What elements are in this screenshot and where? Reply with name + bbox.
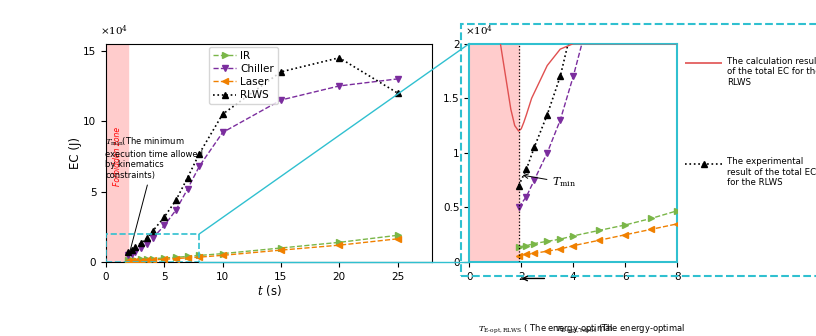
IR	[131, 258, 140, 262]
Text: Forbidden zone: Forbidden zone	[113, 127, 122, 186]
Bar	[469, 44, 519, 262]
Laser	[171, 257, 181, 261]
RLWS	[126, 248, 136, 252]
Line: Chiller: Chiller	[126, 76, 401, 258]
RLWS	[171, 198, 181, 202]
Chiller	[148, 236, 157, 240]
Line: RLWS: RLWS	[126, 55, 401, 255]
Text: $\times 10^4$: $\times 10^4$	[100, 24, 128, 38]
Text: The experimental
result of the total EC
for the RLWS: The experimental result of the total EC …	[727, 157, 816, 187]
Laser	[136, 259, 146, 263]
Laser	[335, 243, 344, 247]
RLWS	[148, 229, 157, 233]
RLWS	[183, 175, 193, 179]
IR	[126, 258, 136, 262]
Chiller	[392, 77, 402, 81]
RLWS	[335, 56, 344, 60]
X-axis label: $t$ (s): $t$ (s)	[257, 283, 282, 298]
Chiller	[171, 208, 181, 212]
Text: $T_{\rm min}$(The minimum
execution time allowed
by kinematics
constraints): $T_{\rm min}$(The minimum execution time…	[105, 136, 203, 254]
Chiller	[276, 98, 286, 102]
IR	[183, 254, 193, 258]
Line: IR: IR	[126, 233, 401, 263]
RLWS	[159, 215, 169, 219]
Text: $T_{\rm E\text{-}opt, robot}$ (The energy-optimal
time of the robot): $T_{\rm E\text{-}opt, robot}$ (The energ…	[556, 323, 685, 336]
Chiller	[183, 187, 193, 191]
IR	[218, 252, 228, 256]
Chiller	[159, 223, 169, 227]
Laser	[218, 253, 228, 257]
Laser	[276, 248, 286, 252]
Laser	[142, 258, 152, 262]
Chiller	[335, 84, 344, 88]
IR	[335, 240, 344, 244]
IR	[276, 246, 286, 250]
Chiller	[136, 246, 146, 250]
IR	[392, 233, 402, 237]
Laser	[131, 259, 140, 263]
IR	[123, 258, 133, 262]
IR	[171, 255, 181, 259]
Chiller	[123, 253, 133, 257]
Laser	[148, 258, 157, 262]
Chiller	[218, 130, 228, 134]
IR	[159, 256, 169, 260]
RLWS	[142, 236, 152, 240]
RLWS	[218, 112, 228, 116]
RLWS	[392, 91, 402, 95]
RLWS	[136, 241, 146, 245]
Text: The calculation result
of the total EC for the
RLWS: The calculation result of the total EC f…	[727, 57, 816, 87]
Chiller	[142, 242, 152, 246]
Chiller	[131, 250, 140, 254]
Chiller	[194, 164, 204, 168]
Text: $T_{\rm min}$: $T_{\rm min}$	[524, 174, 577, 190]
Legend: IR, Chiller, Laser, RLWS: IR, Chiller, Laser, RLWS	[209, 47, 278, 104]
RLWS	[276, 70, 286, 74]
Laser	[194, 255, 204, 259]
IR	[148, 257, 157, 261]
Laser	[392, 237, 402, 241]
Laser	[126, 259, 136, 263]
Text: $\times 10^4$: $\times 10^4$	[465, 24, 494, 38]
Line: Laser: Laser	[126, 236, 401, 264]
IR	[194, 253, 204, 257]
Y-axis label: EC (J): EC (J)	[69, 137, 82, 169]
Chiller	[126, 252, 136, 256]
Text: $T_{\rm E\text{-}opt, RLWS}$ ( The energy-optimal
        time of the RLWS): $T_{\rm E\text{-}opt, RLWS}$ ( The energ…	[478, 323, 613, 336]
Bar	[106, 44, 128, 262]
RLWS	[131, 245, 140, 249]
RLWS	[194, 152, 204, 156]
Laser	[183, 256, 193, 260]
Laser	[123, 259, 133, 263]
RLWS	[123, 250, 133, 254]
IR	[136, 257, 146, 261]
Bar	[106, 234, 199, 262]
IR	[142, 257, 152, 261]
Laser	[159, 257, 169, 261]
